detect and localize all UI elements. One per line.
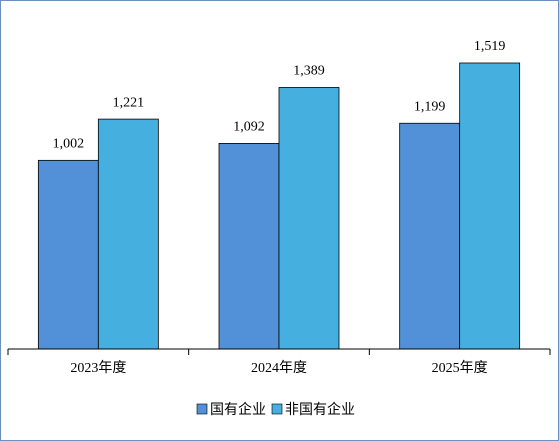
bar (37, 159, 99, 350)
data-label: 1,092 (233, 120, 265, 135)
x-tick-label: 2024年度 (251, 360, 307, 376)
x-tick-label: 2023年度 (70, 360, 126, 376)
legend-text: 国有企业 (210, 401, 266, 418)
data-label: 1,389 (293, 64, 325, 79)
data-label: 1,199 (414, 99, 446, 114)
data-label: 1,221 (113, 95, 145, 110)
legend-swatch (196, 403, 208, 415)
bar (97, 118, 159, 350)
bar (459, 62, 521, 350)
bar (218, 142, 280, 350)
bar (278, 87, 340, 350)
data-label: 1,519 (474, 39, 506, 54)
data-label: 1,002 (53, 137, 85, 152)
x-tick-label: 2025年度 (432, 360, 488, 376)
bar (399, 122, 461, 350)
legend-swatch (271, 403, 283, 415)
legend-text: 非国有企业 (285, 401, 355, 418)
